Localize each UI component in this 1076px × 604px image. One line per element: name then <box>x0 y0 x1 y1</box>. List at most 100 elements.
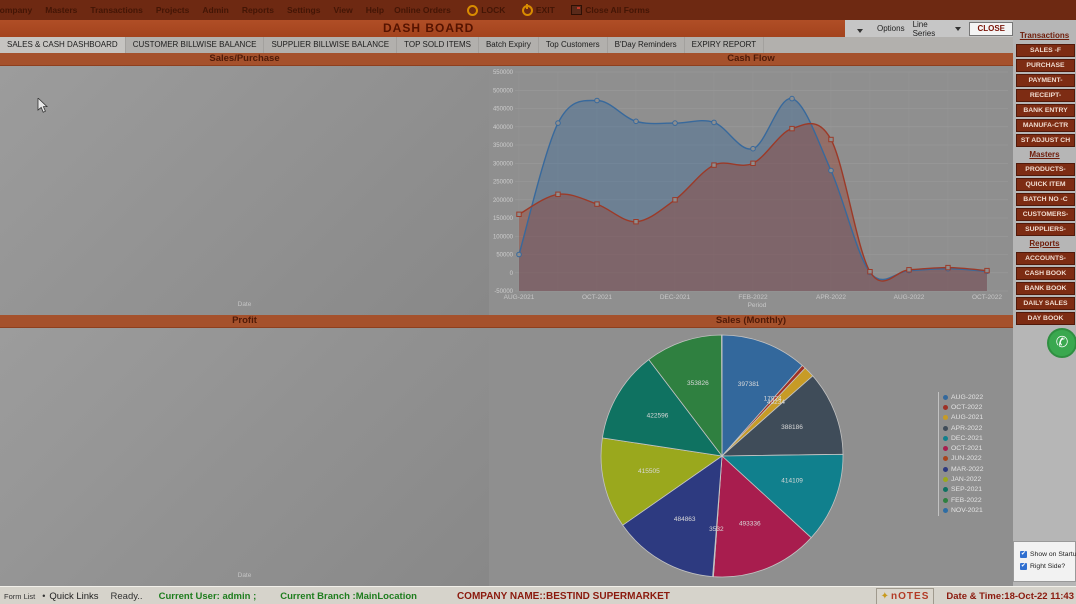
legend-item: MAR-2022 <box>943 464 1009 474</box>
svg-text:200000: 200000 <box>493 198 514 204</box>
right-side-option[interactable]: ✔ Right Side? <box>1020 560 1075 572</box>
pie-slice <box>721 334 803 458</box>
menu-admin[interactable]: Admin <box>202 5 229 15</box>
tab-bday-reminders[interactable]: B'Day Reminders <box>608 37 685 53</box>
cash-flow-chart: 550000 500000 450000 400000 350000 300000 2500… <box>489 66 1013 315</box>
data-point <box>672 197 678 203</box>
show-on-startup-option[interactable]: ✔ Show on Startup <box>1020 548 1076 560</box>
tab-supplier-billwise-balance[interactable]: SUPPLIER BILLWISE BALANCE <box>264 37 398 53</box>
tab-top-sold-items[interactable]: TOP SOLD ITEMS <box>397 37 479 53</box>
svg-text:397381: 397381 <box>738 381 760 388</box>
close-all-forms-button[interactable]: Close All Forms <box>585 5 650 15</box>
whatsapp-icon[interactable]: ✆ <box>1047 328 1076 358</box>
sales-purchase-panel: Sales/Purchase Date <box>0 53 489 315</box>
sidebar-button-accounts[interactable]: ACCOUNTS- <box>1016 252 1075 265</box>
sidebar-button-suppliers[interactable]: SUPPLIERS- <box>1016 223 1075 236</box>
legend-label: DEC-2021 <box>951 434 983 442</box>
exit-button[interactable]: EXIT <box>535 5 555 15</box>
legend-label: OCT-2022 <box>951 403 983 411</box>
svg-text:AUG-2021: AUG-2021 <box>504 294 535 301</box>
lock-button[interactable]: LOCK <box>481 5 506 15</box>
form-list-button[interactable]: Form List <box>4 591 36 601</box>
data-point <box>555 191 561 197</box>
menu-company[interactable]: Company <box>0 5 33 15</box>
svg-text:500000: 500000 <box>493 88 514 94</box>
svg-text:100000: 100000 <box>493 234 514 240</box>
sidebar-button-st-adjust[interactable]: ST ADJUST CH <box>1016 134 1075 147</box>
sidebar-button-bank-book[interactable]: BANK BOOK <box>1016 282 1075 295</box>
svg-text:OCT-2021: OCT-2021 <box>582 294 612 301</box>
menu-reports[interactable]: Reports <box>241 5 274 15</box>
page-title: DASH BOARD <box>383 21 475 35</box>
sidebar-header-reports: Reports <box>1029 239 1060 248</box>
menu-help[interactable]: Help <box>365 5 385 15</box>
sidebar-button-batch-no[interactable]: BATCH NO -C <box>1016 193 1075 206</box>
sidebar-button-day-book[interactable]: DAY BOOK <box>1016 312 1075 325</box>
dashboard-content: Sales/Purchase Date Cash Flow 550000 5000… <box>0 53 1013 586</box>
legend-item: JAN-2022 <box>943 474 1009 484</box>
tab-batch-expiry[interactable]: Batch Expiry <box>479 37 539 53</box>
legend-color-dot <box>943 466 948 472</box>
menu-online-orders[interactable]: Online Orders <box>394 5 451 15</box>
cash-flow-title: Cash Flow <box>489 53 1013 66</box>
svg-text:414109: 414109 <box>781 478 803 485</box>
notes-logo: ✦ nOTES <box>875 587 935 604</box>
mini-dropdown[interactable] <box>855 19 865 39</box>
sidebar-button-manufacturing[interactable]: MANUFA-CTR <box>1016 119 1075 132</box>
sidebar-button-products[interactable]: PRODUCTS- <box>1016 163 1075 176</box>
sidebar-button-cash-book[interactable]: CASH BOOK <box>1016 267 1075 280</box>
menu-settings[interactable]: Settings <box>286 5 321 15</box>
tab-sales-cash-dashboard[interactable]: SALES & CASH DASHBOARD <box>0 37 126 53</box>
quick-links-button[interactable]: Quick Links <box>49 590 99 602</box>
current-user: Current User: admin ; <box>158 590 257 602</box>
sidebar-button-customers[interactable]: CUSTOMERS- <box>1016 208 1075 221</box>
checkbox-checked-icon[interactable]: ✔ <box>1020 562 1027 570</box>
menu-view[interactable]: View <box>333 5 353 15</box>
menu-masters[interactable]: Masters <box>45 5 78 15</box>
legend-item: APR-2022 <box>943 423 1009 433</box>
menu-projects[interactable]: Projects <box>155 5 190 15</box>
tab-expiry-report[interactable]: EXPIRY REPORT <box>685 37 765 53</box>
svg-text:0: 0 <box>510 271 514 277</box>
series-type-select[interactable]: Line Series <box>913 20 962 38</box>
svg-text:49234: 49234 <box>767 399 785 406</box>
data-point <box>789 95 795 102</box>
chevron-down-icon <box>955 26 962 31</box>
legend-item: AUG-2021 <box>943 413 1009 423</box>
date-time: Date & Time:18-Oct-22 11:43 <box>946 590 1074 602</box>
data-point <box>555 120 561 126</box>
cash-flow-line-chart: 5500005000004500004000003500003000002500… <box>493 70 1008 309</box>
sidebar-button-quick-item[interactable]: QUICK ITEM <box>1016 178 1075 191</box>
sidebar-button-receipt[interactable]: RECEIPT- <box>1016 89 1075 102</box>
status-ready: Ready.. <box>110 590 143 602</box>
svg-text:AUG-2022: AUG-2022 <box>894 294 925 301</box>
legend-label: FEB-2022 <box>951 496 982 504</box>
tab-customer-billwise-balance[interactable]: CUSTOMER BILLWISE BALANCE <box>126 37 265 53</box>
sidebar-button-daily-sales[interactable]: DAILY SALES <box>1016 297 1075 310</box>
svg-text:FEB-2022: FEB-2022 <box>738 294 768 301</box>
menu-transactions[interactable]: Transactions <box>90 5 143 15</box>
data-point <box>633 118 639 125</box>
sidebar-button-purchase[interactable]: PURCHASE <box>1016 59 1075 72</box>
svg-text:300000: 300000 <box>493 161 514 167</box>
svg-text:484863: 484863 <box>674 516 696 523</box>
data-point <box>594 201 600 207</box>
legend-item: JUN-2022 <box>943 454 1009 464</box>
sidebar-button-payment[interactable]: PAYMENT- <box>1016 74 1075 87</box>
tab-top-customers[interactable]: Top Customers <box>539 37 608 53</box>
bullet-icon: • <box>42 591 46 601</box>
data-point <box>789 125 795 132</box>
checkbox-checked-icon[interactable]: ✔ <box>1020 550 1027 558</box>
svg-text:350000: 350000 <box>493 143 514 149</box>
close-dashboard-button[interactable]: CLOSE <box>969 21 1013 36</box>
svg-text:APR-2022: APR-2022 <box>816 294 846 301</box>
sidebar-button-bank-entry[interactable]: BANK ENTRY <box>1016 104 1075 117</box>
options-label: Options <box>877 24 905 33</box>
quick-access-sidebar: Transactions SALES -F PURCHASE PAYMENT- … <box>1013 20 1076 586</box>
legend-label: AUG-2022 <box>951 393 984 401</box>
x-axis-label: Date <box>237 572 252 579</box>
legend-color-dot <box>943 497 948 503</box>
pie-slice <box>600 437 724 526</box>
data-point <box>711 119 717 126</box>
sidebar-button-sales[interactable]: SALES -F <box>1016 44 1075 57</box>
